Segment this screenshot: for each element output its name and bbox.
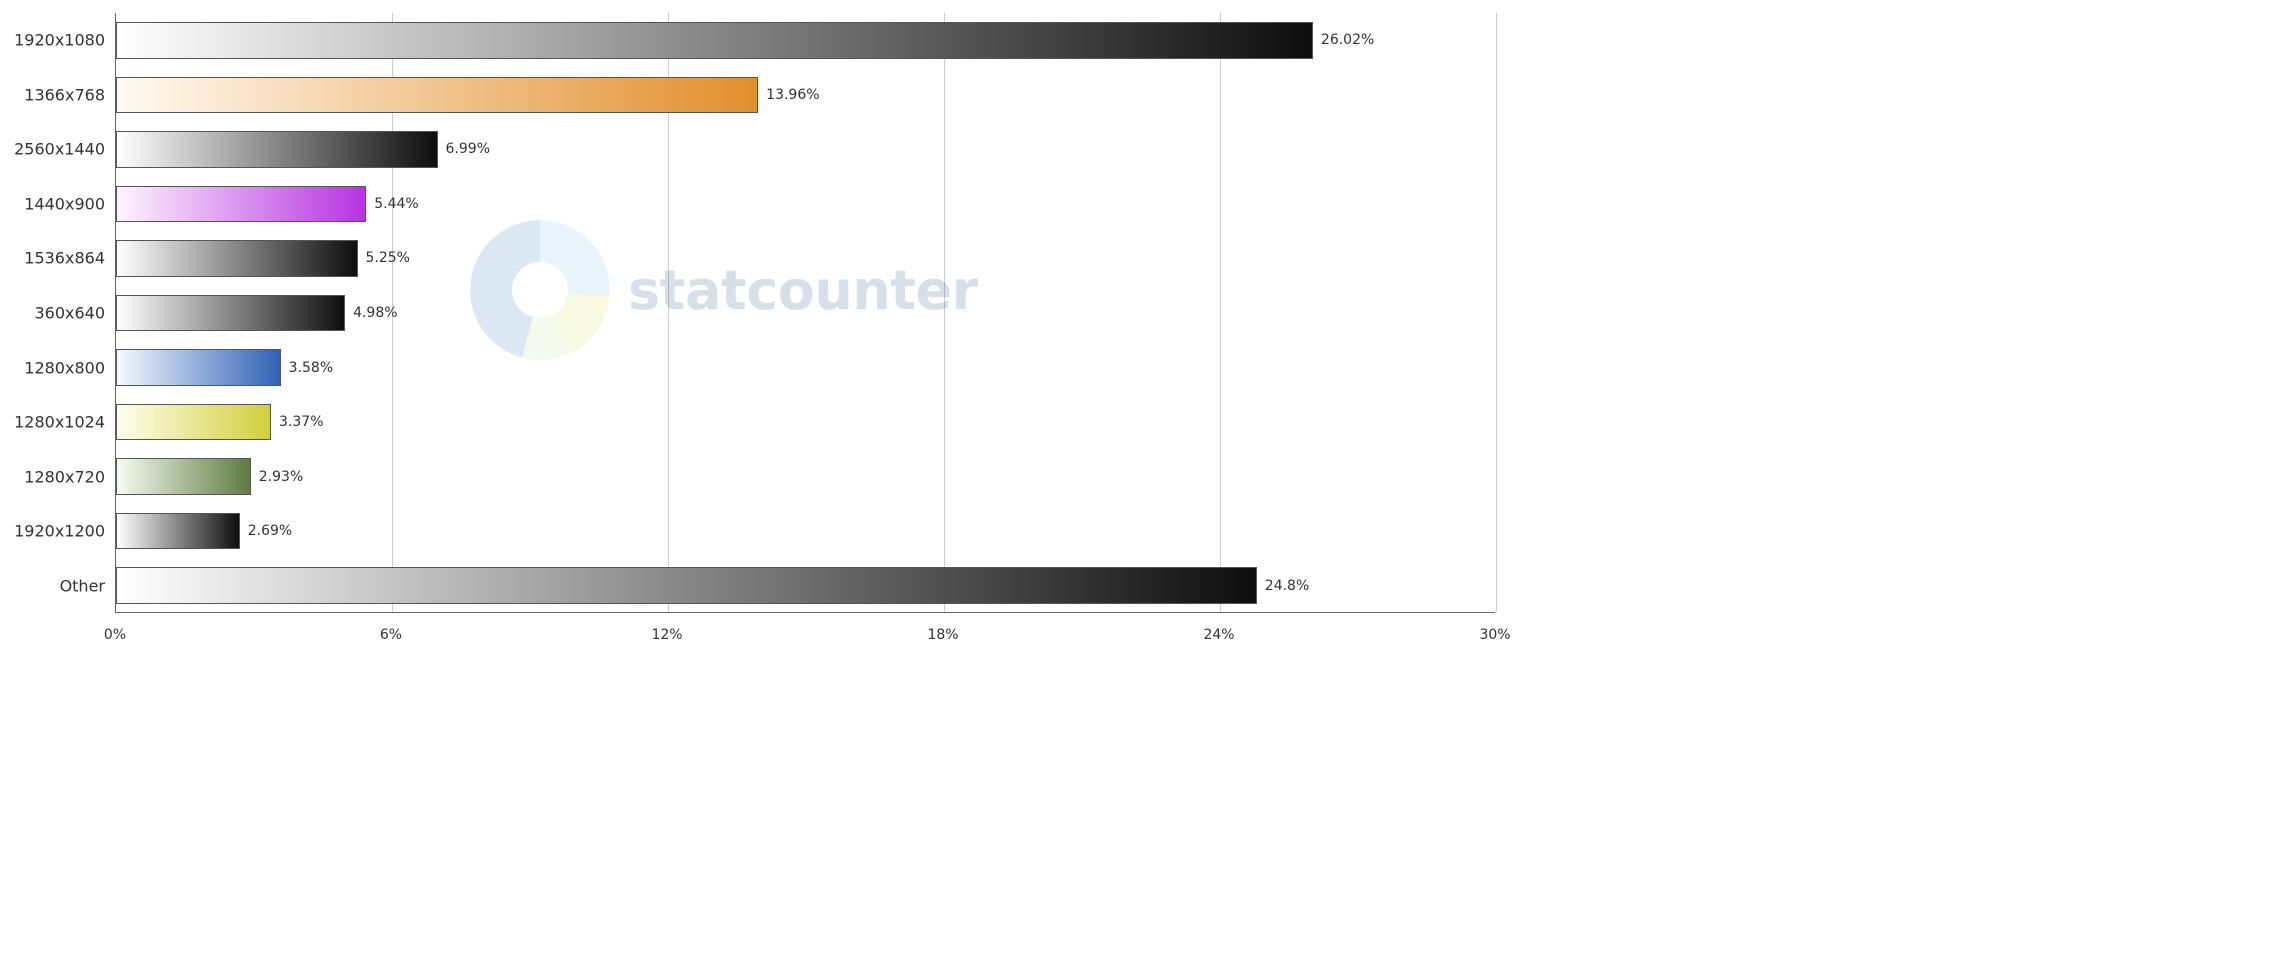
bar-value-label: 3.58% <box>289 360 333 376</box>
bar: 5.44% <box>116 186 1495 223</box>
bar: 13.96% <box>116 77 1495 114</box>
bar-value-label: 13.96% <box>766 87 819 103</box>
bar: 2.69% <box>116 513 1495 550</box>
bar-rect <box>116 240 358 277</box>
bar-value-label: 2.69% <box>248 523 292 539</box>
x-tick-label: 18% <box>927 627 958 643</box>
y-category-label: 1280x800 <box>24 358 105 377</box>
bar: 2.93% <box>116 458 1495 495</box>
y-category-label: 360x640 <box>34 304 105 323</box>
bar: 3.58% <box>116 349 1495 386</box>
bar-value-label: 24.8% <box>1265 578 1309 594</box>
y-category-label: 1440x900 <box>24 194 105 213</box>
y-category-label: 1536x864 <box>24 249 105 268</box>
bar-rect <box>116 349 281 386</box>
bar-rect <box>116 513 240 550</box>
bar-value-label: 26.02% <box>1321 32 1374 48</box>
bar-value-label: 2.93% <box>259 469 303 485</box>
bar: 3.37% <box>116 404 1495 441</box>
bar-rect <box>116 295 345 332</box>
bar: 6.99% <box>116 131 1495 168</box>
bar-value-label: 5.25% <box>366 250 410 266</box>
bar-value-label: 3.37% <box>279 414 323 430</box>
x-tick-label: 0% <box>104 627 126 643</box>
y-category-label: 1366x768 <box>24 85 105 104</box>
y-category-label: 1280x1024 <box>14 413 105 432</box>
bar: 24.8% <box>116 567 1495 604</box>
y-category-label: 2560x1440 <box>14 140 105 159</box>
x-tick-label: 30% <box>1479 627 1510 643</box>
chart-root: 26.02% 13.96% 6.99% 5.44% 5.25% 4.98% 3.58% 3.3… <box>0 0 1523 652</box>
x-tick-label: 12% <box>651 627 682 643</box>
bar-rect <box>116 131 438 168</box>
bar-value-label: 4.98% <box>353 305 397 321</box>
bar-value-label: 5.44% <box>374 196 418 212</box>
y-category-label: 1280x720 <box>24 467 105 486</box>
bar-rect <box>116 404 271 441</box>
bar: 26.02% <box>116 22 1495 59</box>
bar-rect <box>116 186 366 223</box>
x-gridline <box>1496 13 1497 612</box>
bar-rect <box>116 77 758 114</box>
bar: 5.25% <box>116 240 1495 277</box>
y-category-label: Other <box>60 576 105 595</box>
bar: 4.98% <box>116 295 1495 332</box>
y-category-label: 1920x1200 <box>14 522 105 541</box>
bar-rect <box>116 567 1257 604</box>
y-category-label: 1920x1080 <box>14 31 105 50</box>
bar-rect <box>116 458 251 495</box>
x-tick-label: 24% <box>1203 627 1234 643</box>
bar-value-label: 6.99% <box>446 141 490 157</box>
bar-rect <box>116 22 1313 59</box>
x-tick-label: 6% <box>380 627 402 643</box>
plot-area: 26.02% 13.96% 6.99% 5.44% 5.25% 4.98% 3.58% 3.3… <box>115 13 1495 613</box>
